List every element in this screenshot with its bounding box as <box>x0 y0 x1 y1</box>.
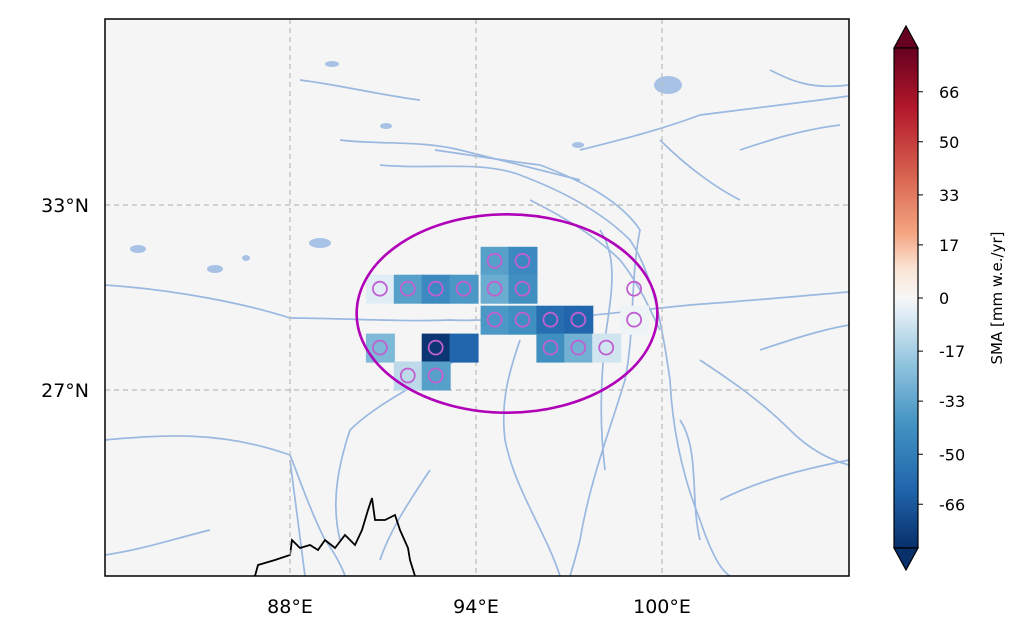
sma-cell <box>536 305 566 335</box>
sma-cell <box>393 274 423 304</box>
gridlines <box>105 19 849 576</box>
lake <box>380 123 392 129</box>
significance-marker <box>371 339 388 356</box>
colorbar-tick-label: 33 <box>939 186 959 205</box>
sma-cell <box>564 305 594 335</box>
lake <box>207 265 223 273</box>
significance-marker <box>427 280 444 297</box>
map-frame <box>104 18 850 577</box>
significance-marker <box>371 280 388 297</box>
significance-marker <box>455 280 472 297</box>
sma-cell <box>620 305 650 335</box>
lon-label-100: 100°E <box>633 596 691 618</box>
sma-cell <box>421 361 451 391</box>
colorbar-tick-label: -50 <box>939 445 965 464</box>
colorbar-extend-min <box>892 547 920 572</box>
sma-cell <box>393 361 423 391</box>
sma-cell <box>421 333 451 363</box>
lat-label-33: 33°N <box>41 195 89 217</box>
lake <box>654 76 682 94</box>
colorbar: 66 50 33 17 0 -17 -33 -50 -66 SMA [mm w.e./yr] <box>892 24 1006 572</box>
sma-cell <box>592 333 622 363</box>
colorbar-extend-max <box>892 24 920 49</box>
significance-marker <box>626 280 642 297</box>
lon-label-88: 88°E <box>267 596 313 618</box>
lake <box>242 255 250 261</box>
significance-marker <box>514 252 531 269</box>
significance-marker <box>486 252 503 269</box>
colorbar-tick-label: 50 <box>939 133 959 152</box>
lake <box>572 142 584 148</box>
significance-marker <box>427 339 444 356</box>
sma-cell <box>480 305 510 335</box>
sma-cell <box>536 333 566 363</box>
significance-marker <box>514 311 531 328</box>
colorbar-tick-label: -17 <box>939 342 965 361</box>
sma-cell <box>365 274 395 304</box>
sma-cell <box>480 246 510 276</box>
colorbar-tick-label: 0 <box>939 289 949 308</box>
colorbar-ticks: 66 50 33 17 0 -17 -33 -50 -66 <box>918 83 965 514</box>
region-ellipse <box>355 213 659 414</box>
significance-marker <box>570 311 587 328</box>
significance-marker <box>486 311 503 328</box>
lake <box>325 61 339 67</box>
significance-marker <box>399 367 416 384</box>
significance-marker <box>427 367 444 384</box>
significance-marker <box>399 280 416 297</box>
colorbar-tick-label: 17 <box>939 236 959 255</box>
sma-cell <box>480 274 510 304</box>
lon-label-94: 94°E <box>453 596 499 618</box>
lake <box>130 245 146 253</box>
map-content <box>105 19 849 576</box>
significance-marker <box>598 339 615 356</box>
sma-cell <box>508 246 538 276</box>
sma-cell <box>421 274 451 304</box>
significance-marker <box>542 311 559 328</box>
significance-marker <box>542 339 559 356</box>
colorbar-body <box>893 47 919 549</box>
lake <box>309 238 331 248</box>
colorbar-label: SMA [mm w.e./yr] <box>988 232 1006 365</box>
lat-label-27: 27°N <box>41 380 89 402</box>
lakes <box>130 61 682 273</box>
significance-marker <box>486 280 503 297</box>
sma-cell <box>508 274 538 304</box>
colorbar-tick-label: 66 <box>939 83 959 102</box>
significance-marker <box>570 339 587 356</box>
sma-cell <box>564 333 594 363</box>
significance-marker <box>514 280 531 297</box>
colorbar-tick-label: -66 <box>939 495 965 514</box>
sma-cell <box>449 333 479 363</box>
sma-cell <box>449 274 479 304</box>
significance-marker <box>626 311 642 328</box>
sma-cell <box>508 305 538 335</box>
coastline <box>254 497 416 576</box>
sma-cells <box>365 246 650 391</box>
sma-cell <box>365 333 395 363</box>
colorbar-tick-label: -33 <box>939 392 965 411</box>
significance-markers <box>371 252 642 384</box>
